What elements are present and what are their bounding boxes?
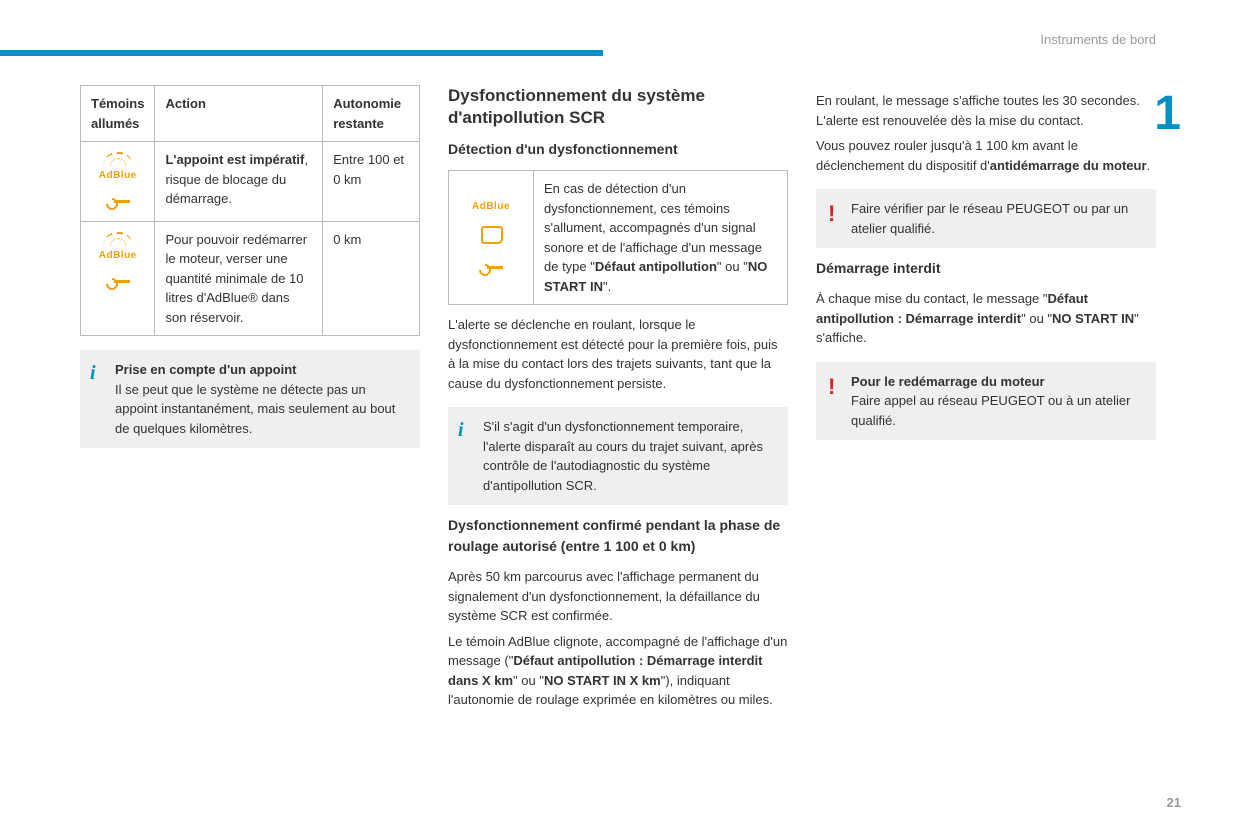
para-alert-trigger: L'alerte se déclenche en roulant, lorsqu… bbox=[448, 315, 788, 393]
wrench-icon bbox=[479, 261, 503, 271]
top-accent-bar bbox=[0, 50, 603, 56]
action-bold: L'appoint est impératif bbox=[165, 152, 304, 167]
detect-b1: Défaut antipollution bbox=[595, 259, 717, 274]
engine-icon bbox=[478, 224, 504, 242]
range-cell: 0 km bbox=[323, 221, 420, 336]
detection-table: AdBlue En cas de détection d'un dysfonct… bbox=[448, 170, 788, 305]
pi-b2: NO START IN bbox=[1052, 311, 1134, 326]
p3-end: . bbox=[1147, 158, 1151, 173]
info-body-temp: S'il s'agit d'un dysfonctionnement tempo… bbox=[483, 419, 763, 493]
alert-icon: ! bbox=[828, 197, 835, 230]
adblue-icon: AdBlue bbox=[459, 199, 523, 214]
range-cell: Entre 100 et 0 km bbox=[323, 142, 420, 222]
th-temoins: Témoins allumés bbox=[81, 86, 155, 142]
th-autonomie: Autonomie restante bbox=[323, 86, 420, 142]
action-cell: L'appoint est impératif, risque de bloca… bbox=[155, 142, 323, 222]
info-title: Prise en compte d'un appoint bbox=[115, 362, 297, 377]
detect-mid: " ou " bbox=[717, 259, 748, 274]
column-2: Dysfonctionnement du système d'antipollu… bbox=[448, 85, 788, 777]
info-body: Il se peut que le système ne détecte pas… bbox=[115, 382, 395, 436]
column-1: Témoins allumés Action Autonomie restant… bbox=[80, 85, 420, 777]
wrench-icon bbox=[106, 195, 130, 205]
info-icon: i bbox=[458, 415, 464, 445]
section-header: Instruments de bord bbox=[1040, 30, 1156, 50]
detect-end: ". bbox=[603, 279, 611, 294]
p3-b: antidémarrage du moteur bbox=[990, 158, 1147, 173]
info-box-appoint: i Prise en compte d'un appoint Il se peu… bbox=[80, 350, 420, 448]
para-1100km: Vous pouvez rouler jusqu'à 1 100 km avan… bbox=[816, 136, 1156, 175]
alert-body-verify: Faire vérifier par le réseau PEUGEOT ou … bbox=[851, 201, 1128, 236]
para-30s: En roulant, le message s'affiche toutes … bbox=[816, 91, 1156, 130]
para-confirmed-2: Le témoin AdBlue clignote, accompagné de… bbox=[448, 632, 788, 710]
pi-mid: " ou " bbox=[1021, 311, 1052, 326]
h3-detection: Détection d'un dysfonctionnement bbox=[448, 139, 788, 160]
alert-box-redemarrage: ! Pour le redémarrage du moteur Faire ap… bbox=[816, 362, 1156, 441]
h3-demarrage-interdit: Démarrage interdit bbox=[816, 258, 1156, 279]
detection-text: En cas de détection d'un dysfonctionneme… bbox=[534, 171, 788, 305]
wrench-icon bbox=[106, 275, 130, 285]
adblue-table: Témoins allumés Action Autonomie restant… bbox=[80, 85, 420, 336]
alert-icon: ! bbox=[828, 370, 835, 403]
th-action: Action bbox=[155, 86, 323, 142]
info-box-temp: i S'il s'agit d'un dysfonctionnement tem… bbox=[448, 407, 788, 505]
adblue-icon: AdBlue bbox=[85, 152, 150, 183]
page-number: 21 bbox=[1167, 793, 1181, 813]
content-columns: Témoins allumés Action Autonomie restant… bbox=[80, 85, 1156, 777]
alert-body-redemarrage: Faire appel au réseau PEUGEOT ou à un at… bbox=[851, 393, 1130, 428]
adblue-icon: AdBlue bbox=[85, 232, 150, 263]
p2b-mid: " ou " bbox=[513, 673, 544, 688]
alert-box-verify: ! Faire vérifier par le réseau PEUGEOT o… bbox=[816, 189, 1156, 248]
column-3: En roulant, le message s'affiche toutes … bbox=[816, 85, 1156, 777]
alert-title-redemarrage: Pour le redémarrage du moteur bbox=[851, 374, 1045, 389]
para-confirmed-1: Après 50 km parcourus avec l'affichage p… bbox=[448, 567, 788, 626]
table-row: AdBlue L'appoint est impératif, risque d… bbox=[81, 142, 420, 222]
h2-scr: Dysfonctionnement du système d'antipollu… bbox=[448, 85, 788, 129]
chapter-number: 1 bbox=[1154, 78, 1181, 150]
table-row: AdBlue Pour pouvoir redémarrer le moteur… bbox=[81, 221, 420, 336]
para-interdit: À chaque mise du contact, le message "Dé… bbox=[816, 289, 1156, 348]
detection-icons: AdBlue bbox=[449, 171, 534, 305]
h3-confirmed: Dysfonctionnement confirmé pendant la ph… bbox=[448, 515, 788, 557]
pi-pre: À chaque mise du contact, le message " bbox=[816, 291, 1048, 306]
indicator-cell: AdBlue bbox=[81, 221, 155, 336]
info-icon: i bbox=[90, 358, 96, 388]
indicator-cell: AdBlue bbox=[81, 142, 155, 222]
action-cell: Pour pouvoir redémarrer le moteur, verse… bbox=[155, 221, 323, 336]
p2b-b2: NO START IN X km bbox=[544, 673, 661, 688]
